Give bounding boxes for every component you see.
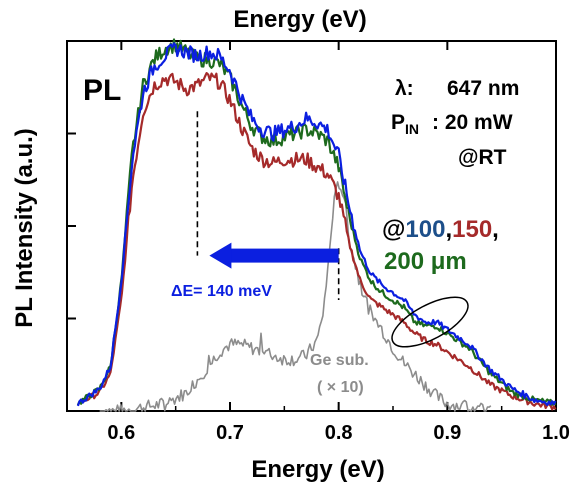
- x-tick-label-3: 0.9: [433, 422, 461, 444]
- legend-200: 200 μm: [384, 248, 467, 275]
- lambda-value: 647 nm: [447, 77, 519, 100]
- top-axis-title: Energy (eV): [233, 6, 366, 33]
- x-axis-title: Energy (eV): [251, 456, 384, 483]
- pin-label-sub: IN: [405, 121, 419, 137]
- shift-arrow-shaft: [225, 248, 339, 263]
- axis-ticks: 0.6 0.7 0.8 0.9 1.0: [66, 41, 570, 444]
- x-tick-label-2: 0.8: [325, 422, 353, 444]
- pin-value: : 20 mW: [432, 111, 513, 134]
- ge-label: Ge sub.: [310, 352, 369, 369]
- pin-label: PIN: [391, 111, 419, 137]
- shift-arrow: [209, 242, 339, 269]
- legend-prefix: @: [382, 216, 405, 243]
- x-tick-label-1: 0.7: [216, 422, 244, 444]
- highlight-ellipse: [391, 296, 469, 348]
- ge-factor: ( × 10): [317, 379, 364, 396]
- x-tick-label-0: 0.6: [107, 422, 135, 444]
- series-200um: [76, 38, 557, 406]
- y-axis-title: PL Intensity (a.u.): [11, 128, 38, 328]
- legend-line-1: @100,150,: [382, 216, 499, 243]
- panel-label: PL: [83, 74, 121, 107]
- legend-100: 100: [405, 216, 445, 243]
- shift-label: ΔE= 140 meV: [171, 283, 272, 300]
- lambda-label: λ:: [395, 77, 414, 100]
- pin-label-main: P: [391, 111, 405, 134]
- series-150um: [76, 72, 557, 411]
- x-tick-label-4: 1.0: [542, 422, 570, 444]
- series-100um: [76, 42, 557, 407]
- legend-sep-1: ,: [445, 216, 452, 243]
- legend-sep-2: ,: [492, 216, 499, 243]
- series-ge-substrate: [99, 181, 492, 412]
- legend-150: 150: [452, 216, 492, 243]
- series-layer: [76, 38, 557, 412]
- temperature-label: @RT: [458, 146, 507, 169]
- shift-arrow-head: [209, 242, 232, 269]
